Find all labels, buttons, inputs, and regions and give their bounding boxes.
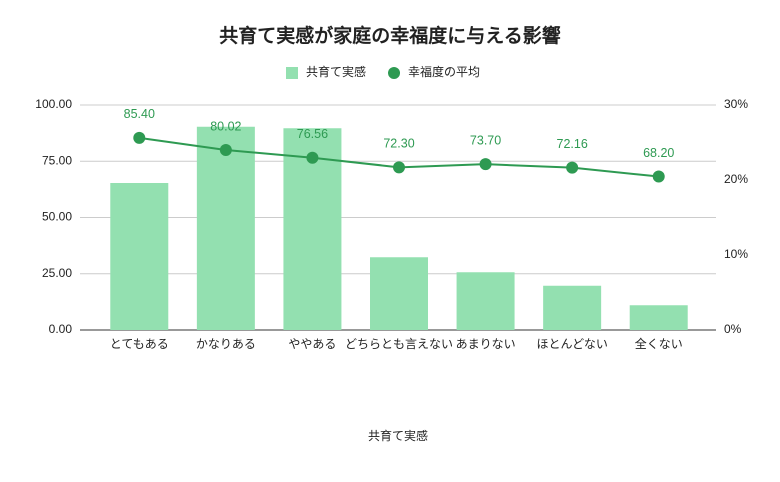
- y2-tick-label: 20%: [724, 172, 748, 186]
- data-label: 72.30: [383, 137, 414, 151]
- point: [306, 151, 319, 164]
- y-tick-label: 25.00: [42, 266, 72, 280]
- x-tick-label: ややある: [288, 337, 336, 351]
- data-label: 68.20: [643, 146, 674, 160]
- x-tick-label: 全くない: [635, 336, 683, 351]
- point: [652, 170, 665, 183]
- legend-label: 幸福度の平均: [408, 64, 480, 79]
- y2-tick-label: 10%: [724, 247, 748, 261]
- x-tick-label: かなりある: [196, 337, 256, 351]
- point: [219, 143, 232, 156]
- y-tick-label: 100.00: [35, 97, 72, 111]
- x-axis-label: 共育て実感: [368, 428, 428, 443]
- x-tick-label: どちらとも言えない: [345, 337, 453, 351]
- data-label: 80.02: [210, 119, 241, 133]
- x-tick-label: あまりない: [456, 337, 516, 351]
- point: [479, 158, 492, 171]
- data-label: 72.16: [557, 137, 588, 151]
- data-label: 76.56: [297, 127, 328, 141]
- data-label: 73.70: [470, 133, 501, 147]
- y-tick-label: 50.00: [42, 210, 72, 224]
- y2-tick-label: 30%: [724, 97, 748, 111]
- y2-tick-label: 0%: [724, 322, 742, 336]
- legend-swatch: [286, 67, 298, 79]
- bar: [456, 272, 515, 330]
- point: [133, 131, 146, 144]
- y-tick-label: 0.00: [49, 322, 73, 336]
- legend-swatch: [388, 67, 401, 79]
- bar: [629, 305, 688, 330]
- chart-title: 共育て実感が家庭の幸福度に与える影響: [219, 24, 560, 47]
- x-tick-label: ほとんどない: [536, 337, 607, 351]
- bar: [110, 183, 169, 330]
- bar: [370, 257, 428, 330]
- x-tick-label: とてもある: [110, 337, 169, 351]
- legend-label: 共育て実感: [306, 64, 366, 79]
- point: [566, 161, 579, 174]
- point: [393, 161, 405, 174]
- bar: [543, 285, 602, 330]
- bar: [196, 126, 255, 330]
- data-label: 85.40: [124, 107, 155, 121]
- y-tick-label: 75.00: [42, 153, 72, 167]
